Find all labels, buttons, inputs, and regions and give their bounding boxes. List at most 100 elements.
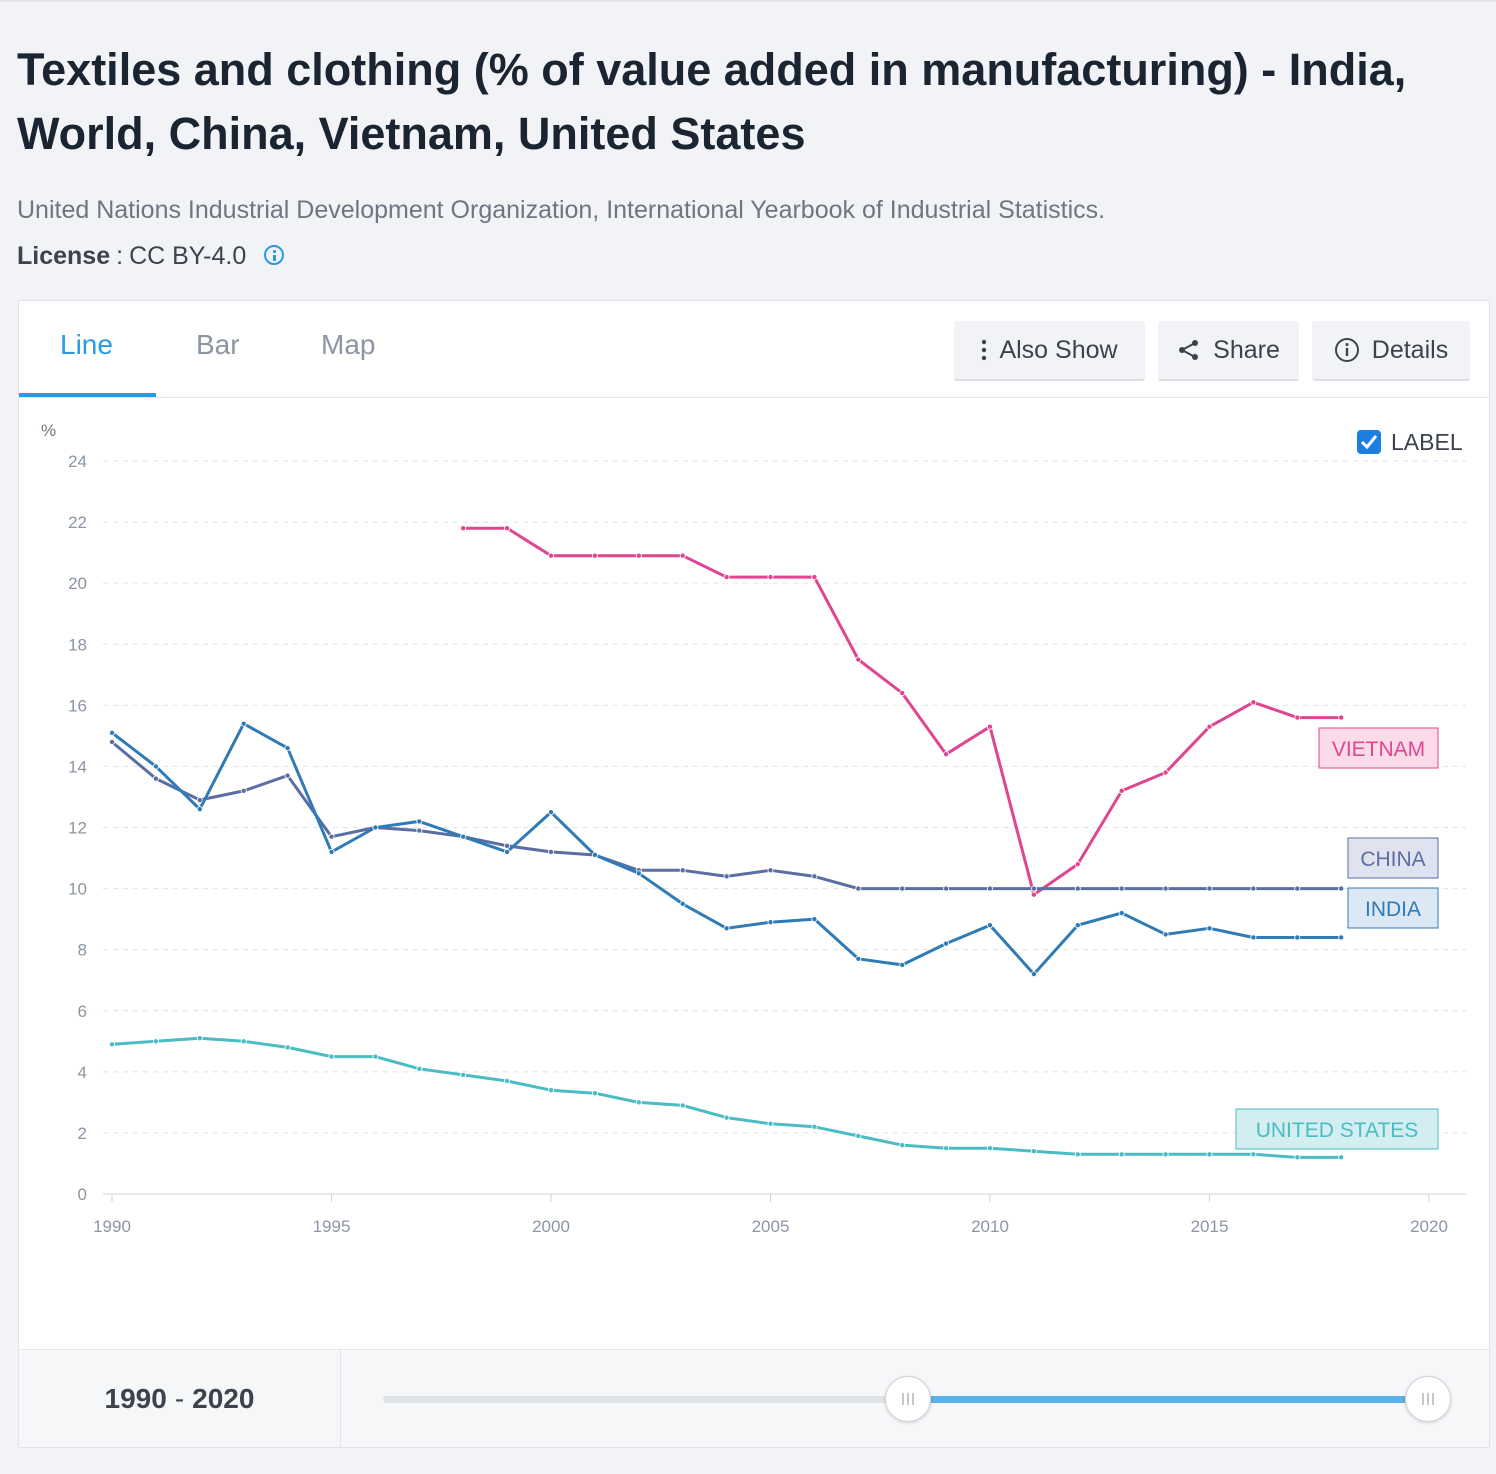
data-point[interactable]: [679, 900, 686, 907]
data-point[interactable]: [284, 745, 291, 752]
data-point[interactable]: [1030, 885, 1037, 892]
data-point[interactable]: [591, 1090, 598, 1097]
data-point[interactable]: [987, 885, 994, 892]
data-point[interactable]: [855, 955, 862, 962]
data-point[interactable]: [987, 1145, 994, 1152]
data-point[interactable]: [1250, 1151, 1257, 1158]
data-point[interactable]: [1338, 1154, 1345, 1161]
data-point[interactable]: [767, 1120, 774, 1127]
data-point[interactable]: [1250, 934, 1257, 941]
data-point[interactable]: [548, 809, 555, 816]
data-point[interactable]: [152, 763, 159, 770]
data-point[interactable]: [723, 925, 730, 932]
data-point[interactable]: [1162, 1151, 1169, 1158]
data-point[interactable]: [1294, 885, 1301, 892]
data-point[interactable]: [811, 873, 818, 880]
data-point[interactable]: [855, 656, 862, 663]
series-line-india[interactable]: [111, 722, 1342, 976]
data-point[interactable]: [1074, 922, 1081, 929]
data-point[interactable]: [1338, 714, 1345, 721]
data-point[interactable]: [240, 1038, 247, 1045]
data-point[interactable]: [548, 552, 555, 559]
data-point[interactable]: [240, 720, 247, 727]
data-point[interactable]: [943, 940, 950, 947]
data-point[interactable]: [591, 851, 598, 858]
data-point[interactable]: [328, 848, 335, 855]
data-point[interactable]: [679, 1102, 686, 1109]
data-point[interactable]: [899, 1142, 906, 1149]
data-point[interactable]: [635, 1099, 642, 1106]
data-point[interactable]: [679, 867, 686, 874]
data-point[interactable]: [152, 1038, 159, 1045]
data-point[interactable]: [767, 867, 774, 874]
range-slider-start-handle[interactable]: [885, 1376, 931, 1422]
tab-map[interactable]: Map: [321, 329, 376, 360]
data-point[interactable]: [240, 787, 247, 794]
data-point[interactable]: [1338, 885, 1345, 892]
data-point[interactable]: [635, 552, 642, 559]
data-point[interactable]: [460, 1071, 467, 1078]
data-point[interactable]: [196, 797, 203, 804]
data-point[interactable]: [416, 827, 423, 834]
data-point[interactable]: [1250, 699, 1257, 706]
data-point[interactable]: [548, 1087, 555, 1094]
data-point[interactable]: [943, 751, 950, 758]
data-point[interactable]: [460, 525, 467, 532]
data-point[interactable]: [591, 552, 598, 559]
data-point[interactable]: [372, 1053, 379, 1060]
data-point[interactable]: [899, 961, 906, 968]
info-icon[interactable]: [264, 244, 285, 265]
data-point[interactable]: [416, 1065, 423, 1072]
data-point[interactable]: [1206, 885, 1213, 892]
data-point[interactable]: [1294, 1154, 1301, 1161]
data-point[interactable]: [109, 1041, 116, 1048]
data-point[interactable]: [1294, 934, 1301, 941]
data-point[interactable]: [1162, 931, 1169, 938]
data-point[interactable]: [987, 922, 994, 929]
data-point[interactable]: [1118, 885, 1125, 892]
tab-line[interactable]: Line: [60, 329, 113, 360]
data-point[interactable]: [284, 772, 291, 779]
data-point[interactable]: [1294, 714, 1301, 721]
data-point[interactable]: [1162, 885, 1169, 892]
data-point[interactable]: [196, 806, 203, 813]
data-point[interactable]: [328, 833, 335, 840]
also-show-button[interactable]: Also Show: [954, 321, 1145, 381]
data-point[interactable]: [855, 1132, 862, 1139]
data-point[interactable]: [855, 885, 862, 892]
data-point[interactable]: [109, 738, 116, 745]
data-point[interactable]: [1250, 885, 1257, 892]
data-point[interactable]: [767, 574, 774, 581]
data-point[interactable]: [1162, 769, 1169, 776]
data-point[interactable]: [811, 916, 818, 923]
data-point[interactable]: [943, 1145, 950, 1152]
data-point[interactable]: [1118, 910, 1125, 917]
data-point[interactable]: [1074, 885, 1081, 892]
data-point[interactable]: [899, 885, 906, 892]
details-button[interactable]: Details: [1312, 321, 1470, 381]
data-point[interactable]: [1074, 1151, 1081, 1158]
data-point[interactable]: [723, 873, 730, 880]
data-point[interactable]: [635, 870, 642, 877]
data-point[interactable]: [1338, 934, 1345, 941]
data-point[interactable]: [1030, 891, 1037, 898]
data-point[interactable]: [504, 1077, 511, 1084]
data-point[interactable]: [109, 729, 116, 736]
data-point[interactable]: [196, 1035, 203, 1042]
data-point[interactable]: [152, 775, 159, 782]
data-point[interactable]: [504, 848, 511, 855]
data-point[interactable]: [284, 1044, 291, 1051]
label-toggle[interactable]: LABEL: [1357, 429, 1463, 455]
data-point[interactable]: [1206, 925, 1213, 932]
range-slider-end-handle[interactable]: [1405, 1376, 1451, 1422]
data-point[interactable]: [1206, 723, 1213, 730]
data-point[interactable]: [811, 574, 818, 581]
data-point[interactable]: [1030, 971, 1037, 978]
data-point[interactable]: [723, 1114, 730, 1121]
data-point[interactable]: [328, 1053, 335, 1060]
data-point[interactable]: [723, 574, 730, 581]
data-point[interactable]: [1030, 1148, 1037, 1155]
data-point[interactable]: [548, 848, 555, 855]
data-point[interactable]: [372, 824, 379, 831]
data-point[interactable]: [767, 919, 774, 926]
